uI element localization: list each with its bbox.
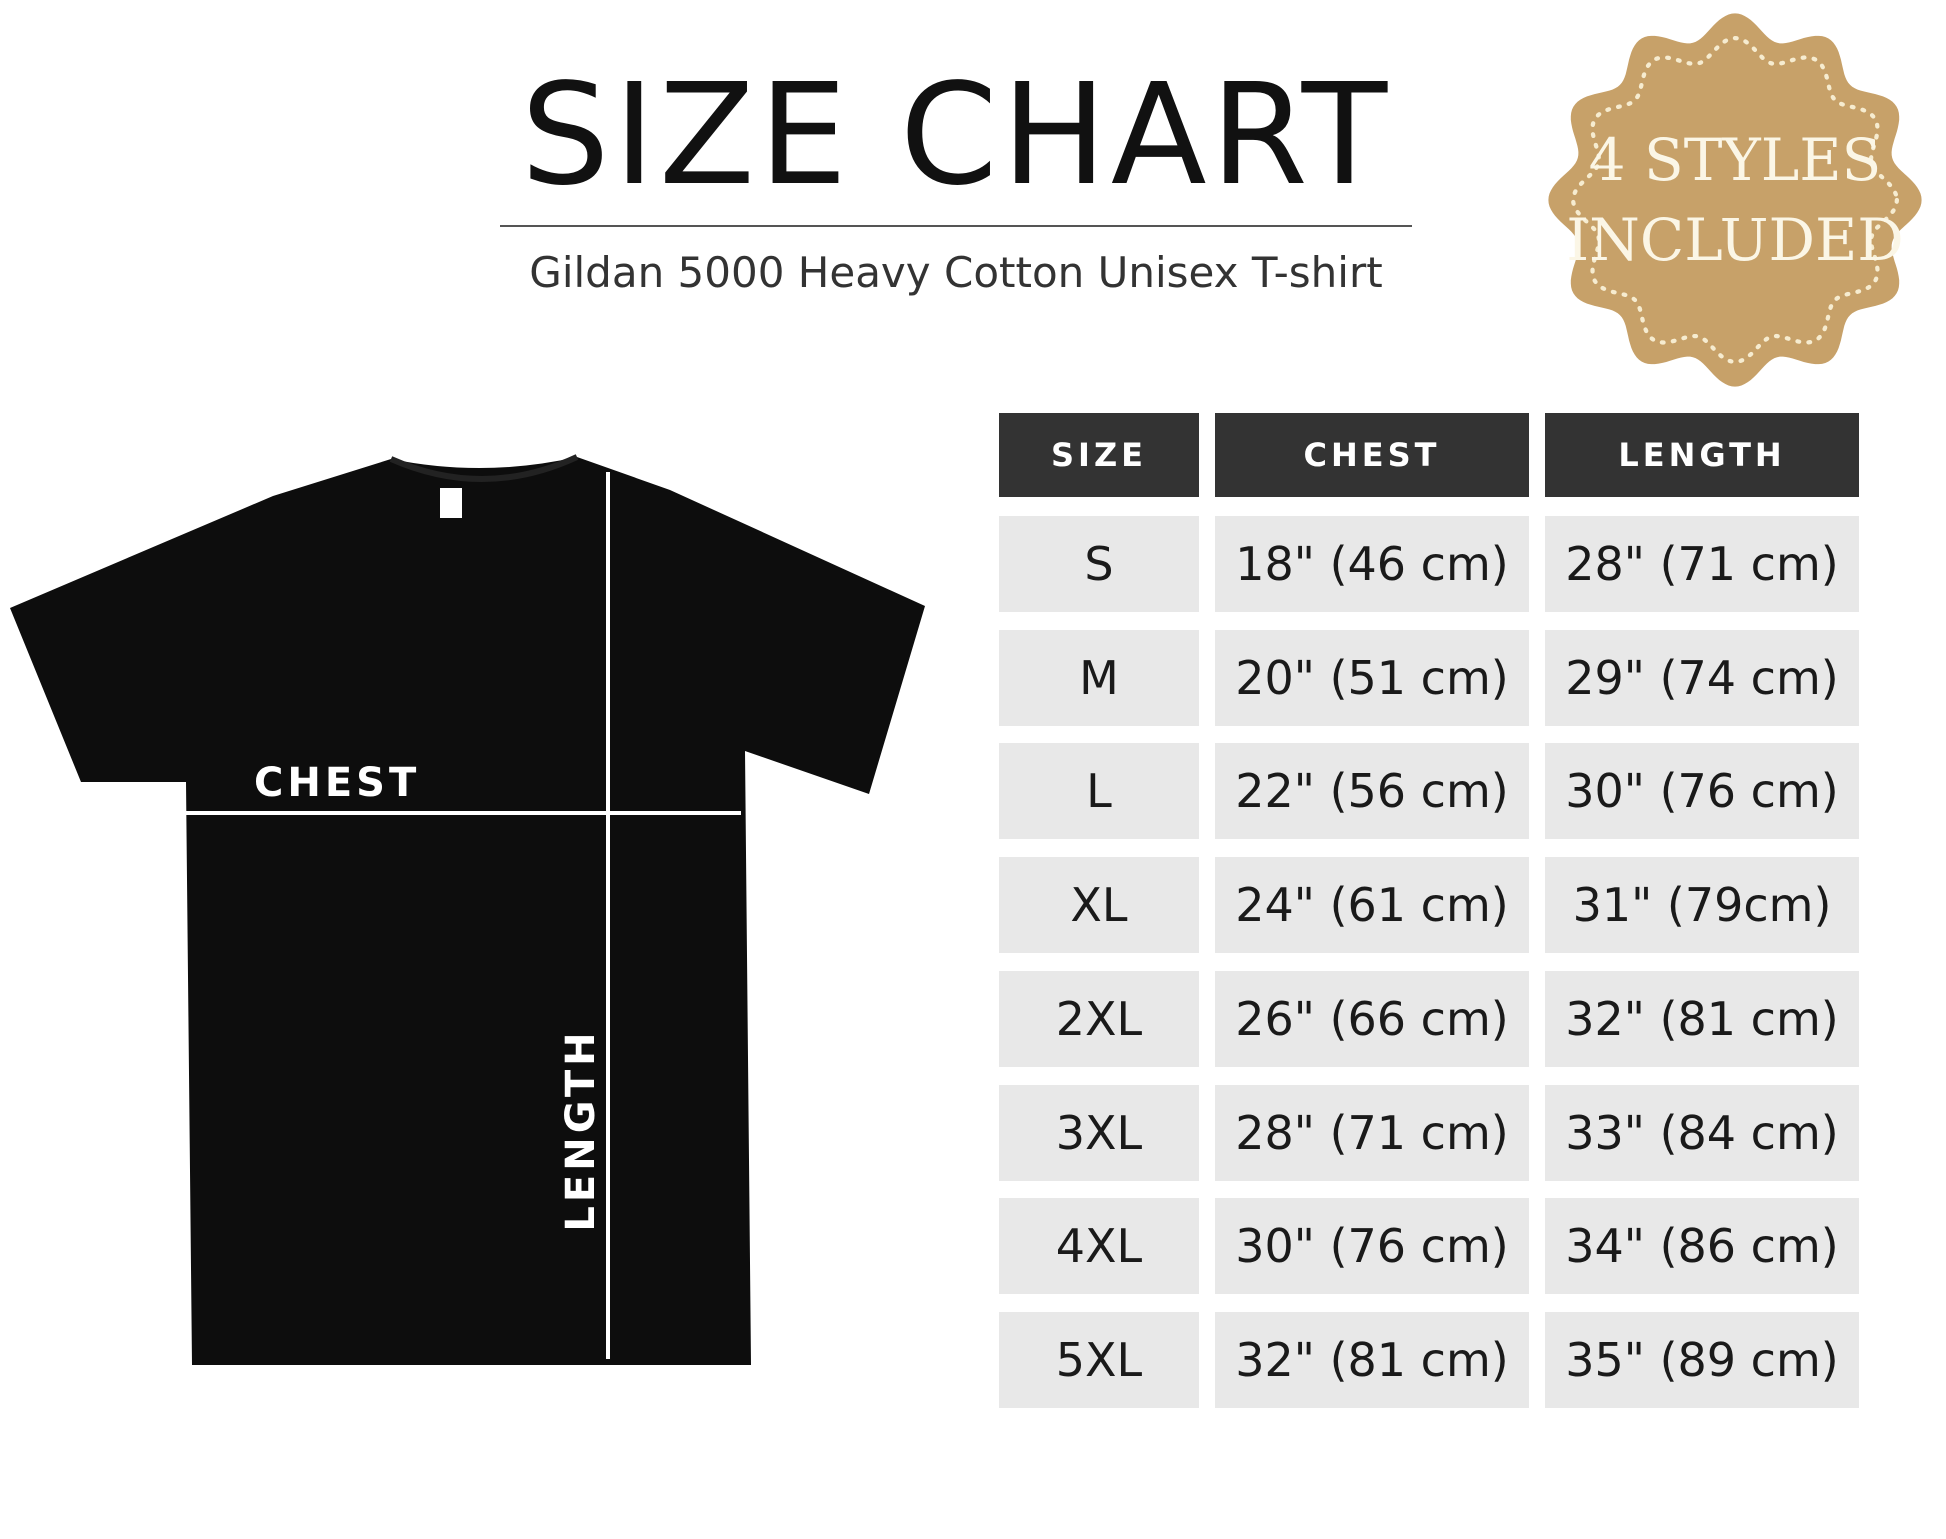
length-label: LENGTH bbox=[558, 1028, 604, 1232]
cell-chest: 24" (61 cm) bbox=[1215, 857, 1529, 954]
cell-length: 35" (89 cm) bbox=[1545, 1311, 1859, 1408]
badge-text: 4 STYLES INCLUDED bbox=[1505, 120, 1946, 280]
styles-badge bbox=[1548, 13, 1922, 387]
tshirt-shape bbox=[10, 457, 925, 1365]
cell-chest: 22" (56 cm) bbox=[1215, 743, 1529, 840]
cell-chest: 18" (46 cm) bbox=[1215, 516, 1529, 612]
badge-line-2: INCLUDED bbox=[1566, 206, 1904, 274]
cell-size: M bbox=[999, 629, 1199, 726]
header-size: SIZE bbox=[999, 413, 1199, 497]
cell-length: 29" (74 cm) bbox=[1545, 629, 1859, 726]
chest-label: CHEST bbox=[254, 760, 421, 806]
cell-chest: 30" (76 cm) bbox=[1215, 1198, 1529, 1295]
cell-length: 32" (81 cm) bbox=[1545, 970, 1859, 1067]
tshirt-tag bbox=[440, 488, 462, 518]
cell-size: 2XL bbox=[999, 970, 1199, 1067]
cell-size: XL bbox=[999, 857, 1199, 954]
badge-dotted-border bbox=[1570, 35, 1900, 365]
cell-length: 31" (79cm) bbox=[1545, 857, 1859, 954]
tshirt-collar bbox=[389, 454, 579, 482]
header-chest: CHEST bbox=[1215, 413, 1529, 497]
cell-chest: 28" (71 cm) bbox=[1215, 1084, 1529, 1181]
cell-size: 5XL bbox=[999, 1311, 1199, 1408]
page-title: SIZE CHART bbox=[520, 54, 1392, 217]
cell-length: 33" (84 cm) bbox=[1545, 1084, 1859, 1181]
cell-chest: 32" (81 cm) bbox=[1215, 1311, 1529, 1408]
header-length: LENGTH bbox=[1545, 413, 1859, 497]
cell-chest: 26" (66 cm) bbox=[1215, 970, 1529, 1067]
page-subtitle: Gildan 5000 Heavy Cotton Unisex T-shirt bbox=[529, 248, 1383, 297]
badge-line-1: 4 STYLES bbox=[1588, 126, 1882, 194]
cell-length: 30" (76 cm) bbox=[1545, 743, 1859, 840]
cell-length: 28" (71 cm) bbox=[1545, 516, 1859, 612]
cell-size: 4XL bbox=[999, 1198, 1199, 1295]
cell-length: 34" (86 cm) bbox=[1545, 1198, 1859, 1295]
badge-shape bbox=[1548, 13, 1922, 387]
cell-size: 3XL bbox=[999, 1084, 1199, 1181]
tshirt-illustration bbox=[10, 454, 925, 1365]
cell-chest: 20" (51 cm) bbox=[1215, 629, 1529, 726]
cell-size: S bbox=[999, 516, 1199, 612]
title-divider bbox=[500, 225, 1412, 227]
cell-size: L bbox=[999, 743, 1199, 840]
